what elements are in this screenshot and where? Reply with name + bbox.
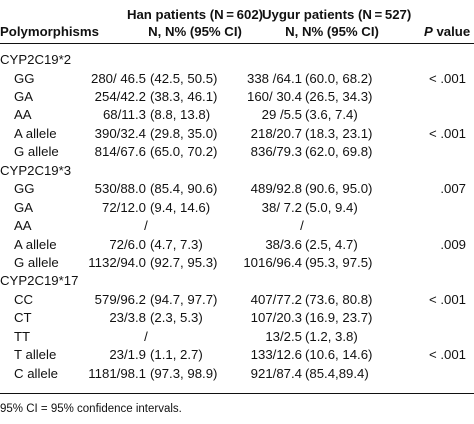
han-count-percent: 390/32.4 xyxy=(94,125,146,141)
row-label: TT xyxy=(14,328,31,344)
han-ci: (38.3, 46.1) xyxy=(150,88,218,104)
header-han-subtitle: N, N% (95% CI) xyxy=(148,24,242,39)
uygur-count-percent: 38/3.6 xyxy=(265,236,302,252)
row-label: G allele xyxy=(14,254,59,270)
row-label: T allele xyxy=(14,347,57,363)
han-count-percent: 72/12.0 xyxy=(102,199,146,215)
uygur-count-percent: 160/ 30.4 xyxy=(247,88,302,104)
uygur-count-percent: 218/20.7 xyxy=(250,125,302,141)
uygur-ci: (95.3, 97.5) xyxy=(305,254,373,270)
row-label: GG xyxy=(14,181,35,197)
uygur-count-percent: 489/92.8 xyxy=(250,181,302,197)
uygur-ci: (1.2, 3.8) xyxy=(305,328,358,344)
p-value: < .001 xyxy=(428,347,466,363)
uygur-count-percent: 836/79.3 xyxy=(250,144,302,160)
p-value: .009 xyxy=(440,236,466,252)
han-ci: (94.7, 97.7) xyxy=(150,291,218,307)
han-ci: (29.8, 35.0) xyxy=(150,125,218,141)
han-ci: (92.7, 95.3) xyxy=(150,254,218,270)
row-label: G allele xyxy=(14,144,59,160)
row-label: A allele xyxy=(14,236,57,252)
group-label: CYP2C19*17 xyxy=(0,273,79,289)
row-label: CC xyxy=(14,291,34,307)
row-label: AA xyxy=(14,107,32,123)
uygur-count-percent: 407/77.2 xyxy=(250,291,302,307)
han-count-percent: 530/88.0 xyxy=(94,181,146,197)
uygur-count-percent: 38/ 7.2 xyxy=(261,199,302,215)
han-count-percent: 23/3.8 xyxy=(109,310,146,326)
header-p-value: P value xyxy=(424,24,470,40)
uygur-ci: (5.0, 9.4) xyxy=(305,199,358,215)
row-label: GG xyxy=(14,70,35,86)
uygur-count-percent: 133/12.6 xyxy=(250,347,302,363)
han-ci: (9.4, 14.6) xyxy=(150,199,211,215)
uygur-ci: (73.6, 80.8) xyxy=(305,291,373,307)
group-label: CYP2C19*2 xyxy=(0,52,72,67)
han-count-percent: 579/96.2 xyxy=(94,291,146,307)
han-ci: (65.0, 70.2) xyxy=(150,144,218,160)
group-label: CYP2C19*3 xyxy=(0,162,72,178)
uygur-count-percent: 29 /5.5 xyxy=(261,107,302,123)
uygur-ci: (16.9, 23.7) xyxy=(305,310,373,326)
han-ci: (1.1, 2.7) xyxy=(150,347,203,363)
han-value: / xyxy=(144,328,148,344)
p-value-label: value xyxy=(432,24,471,39)
uygur-count-percent: 1016/96.4 xyxy=(243,254,302,270)
han-count-percent: 68/11.3 xyxy=(102,107,146,123)
table-footnote: 95% CI = 95% confidence intervals. xyxy=(0,403,182,415)
uygur-count-percent: 107/20.3 xyxy=(250,310,302,326)
row-label: A allele xyxy=(14,125,57,141)
uygur-count-percent: 338 /64.1 xyxy=(247,70,302,86)
p-value: .007 xyxy=(440,181,466,197)
uygur-ci: (90.6, 95.0) xyxy=(305,181,373,197)
row-label: AA xyxy=(14,218,32,233)
han-ci: (2.3, 5.3) xyxy=(150,310,203,326)
han-count-percent: 72/6.0 xyxy=(109,236,146,252)
han-ci: (8.8, 13.8) xyxy=(150,107,211,123)
han-ci: (4.7, 7.3) xyxy=(150,236,203,252)
uygur-ci: (2.5, 4.7) xyxy=(305,236,358,252)
han-count-percent: 280/ 46.5 xyxy=(91,70,146,86)
header-polymorphisms: Polymorphisms xyxy=(0,24,99,39)
uygur-count-percent: 13/2.5 xyxy=(265,328,302,344)
header-uygur-subtitle: N, N% (95% CI) xyxy=(285,24,379,39)
uygur-ci: (3.6, 7.4) xyxy=(305,107,358,123)
han-count-percent: 254/42.2 xyxy=(94,88,146,104)
han-ci: (85.4, 90.6) xyxy=(150,181,218,197)
uygur-ci: (60.0, 68.2) xyxy=(305,70,373,86)
han-count-percent: 814/67.6 xyxy=(94,144,146,160)
row-label: C allele xyxy=(14,365,58,381)
han-count-percent: 23/1.9 xyxy=(109,347,146,363)
uygur-ci: (10.6, 14.6) xyxy=(305,347,373,363)
han-ci: (42.5, 50.5) xyxy=(150,70,218,86)
uygur-count-percent: 921/87.4 xyxy=(250,365,302,381)
header-rule xyxy=(0,43,474,44)
row-label: GA xyxy=(14,88,34,104)
row-label: CT xyxy=(14,310,32,326)
han-ci: (97.3, 98.9) xyxy=(150,365,218,381)
bottom-rule xyxy=(0,393,474,394)
han-count-percent: 1132/94.0 xyxy=(88,254,146,270)
han-value: / xyxy=(144,218,148,233)
p-value: < .001 xyxy=(428,70,466,86)
p-symbol: P xyxy=(424,24,433,39)
uygur-ci: (18.3, 23.1) xyxy=(305,125,373,141)
uygur-ci: (26.5, 34.3) xyxy=(305,88,373,104)
p-value: < .001 xyxy=(428,291,466,307)
han-count-percent: 1181/98.1 xyxy=(88,365,146,381)
header-han-title: Han patients (N = 602) xyxy=(126,7,264,22)
uygur-ci: (85.4,89.4) xyxy=(305,365,369,381)
header-uygur-title: Uygur patients (N = 527) xyxy=(262,7,412,22)
p-value: < .001 xyxy=(428,125,466,141)
uygur-ci: (62.0, 69.8) xyxy=(305,144,373,160)
uygur-value: / xyxy=(300,218,304,233)
row-label: GA xyxy=(14,199,34,215)
